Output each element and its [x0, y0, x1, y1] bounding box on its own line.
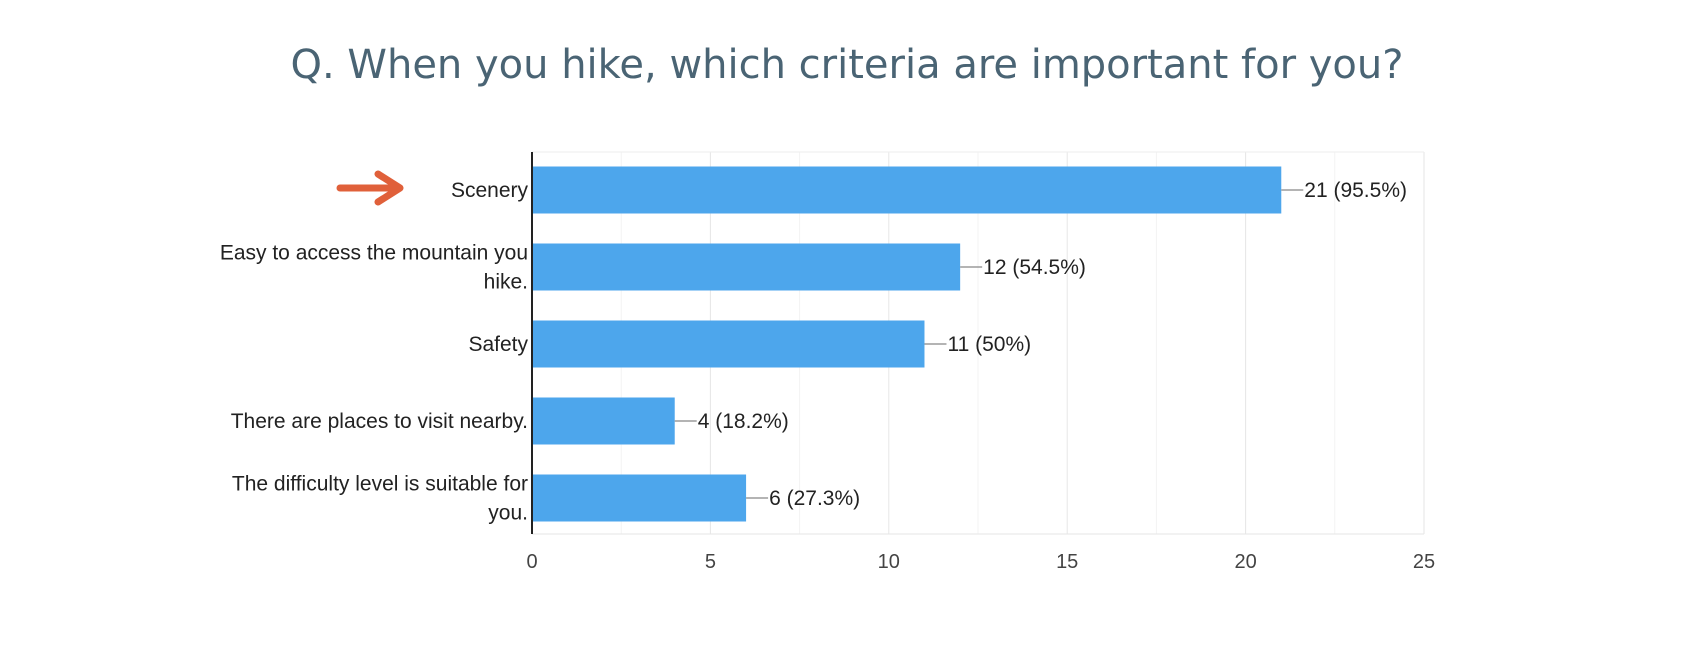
bar — [532, 166, 1282, 214]
category-label: Easy to access the mountain you hike. — [220, 242, 528, 294]
bar — [532, 320, 925, 368]
bar — [532, 243, 961, 291]
arrow-head — [374, 170, 404, 206]
chart-title: Q. When you hike, which criteria are imp… — [290, 42, 1404, 88]
bars — [532, 166, 1304, 522]
x-tick-label: 15 — [1056, 551, 1078, 573]
bar — [532, 474, 747, 522]
arrow-right-icon — [336, 170, 404, 206]
data-label: 6 (27.3%) — [769, 487, 860, 510]
data-label: 21 (95.5%) — [1304, 179, 1407, 202]
x-tick-label: 0 — [526, 551, 537, 573]
data-label: 11 (50%) — [947, 333, 1031, 356]
category-label: The difficulty level is suitable for you. — [232, 473, 528, 525]
data-label: 4 (18.2%) — [698, 410, 789, 433]
data-label: 12 (54.5%) — [983, 256, 1086, 279]
x-tick-label: 5 — [705, 551, 716, 573]
x-tick-label: 10 — [878, 551, 900, 573]
x-tick-label: 20 — [1234, 551, 1256, 573]
category-label: Safety — [468, 333, 528, 356]
category-label: Scenery — [451, 179, 529, 202]
category-label: There are places to visit nearby. — [231, 410, 528, 433]
bar — [532, 397, 675, 445]
x-tick-label: 25 — [1413, 551, 1435, 573]
labels: 0 5 10 15 20 25 21 (95.5%) Scenery 12 (54.5%) Eas… — [220, 179, 1435, 573]
